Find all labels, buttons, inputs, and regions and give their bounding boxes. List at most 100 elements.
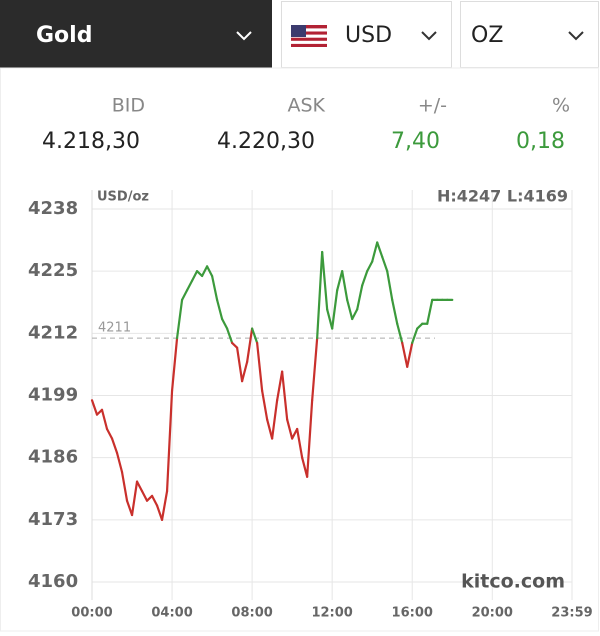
price-segment (220, 317, 229, 330)
x-tick-label: 23:59 (551, 606, 592, 621)
price-segment (426, 298, 434, 325)
price-segment (130, 480, 139, 517)
watermark: kitco.com (461, 571, 565, 593)
price-segment (401, 341, 409, 368)
price-segment (160, 490, 169, 521)
x-tick-label: 08:00 (231, 606, 272, 621)
unit-selector[interactable] (460, 1, 599, 68)
price-segment (381, 255, 389, 273)
price-segment (416, 322, 424, 330)
price-segment (391, 298, 399, 325)
price-segment (155, 504, 164, 521)
y-tick-label: 4225 (28, 260, 78, 281)
price-segment (175, 298, 184, 340)
price-segment (205, 265, 214, 278)
price-segment (411, 327, 419, 344)
price-segment (165, 389, 174, 493)
price-segment (90, 399, 99, 416)
price-segment (351, 308, 359, 321)
price-segment (406, 341, 414, 368)
price-segment (125, 499, 134, 517)
price-segment (366, 260, 374, 273)
price-segment (190, 270, 199, 282)
chevron (236, 31, 252, 41)
quote-header: +/- (418, 95, 447, 117)
price-segment (346, 298, 354, 321)
x-tick-label: 04:00 (151, 606, 192, 621)
unit-label: OZ (471, 23, 503, 48)
quote-value: 0,18 (516, 129, 565, 154)
price-segment (251, 327, 259, 344)
price-segment (271, 399, 279, 440)
price-segment (266, 418, 274, 440)
price-segment (396, 322, 404, 344)
price-segment (376, 241, 384, 258)
chart: 4160 4173 4186 4199 4212 4225 4238 00:00 04:00 08… (28, 187, 593, 621)
price-segment (145, 494, 154, 502)
price-segment (200, 265, 209, 278)
price-segment (170, 337, 179, 392)
price-segment (296, 427, 304, 459)
price-segment (225, 327, 234, 344)
price-segment (140, 490, 149, 502)
price-segment (100, 408, 109, 431)
price-segment (195, 270, 204, 278)
chevron (568, 31, 584, 41)
y-tick-label: 4186 (28, 447, 78, 468)
price-segment (386, 270, 394, 301)
quote-header: BID (112, 95, 145, 117)
price-segment (281, 370, 289, 421)
price-segment (341, 270, 349, 301)
metal-selector[interactable] (0, 0, 272, 68)
price-segment (110, 437, 119, 454)
price-segment (331, 289, 339, 330)
price-segment (180, 289, 189, 301)
currency-label: USD (345, 23, 392, 48)
y-tick-label: 4173 (28, 509, 78, 530)
price-segment (236, 346, 244, 383)
price-segment (246, 327, 254, 364)
price-segment (135, 480, 144, 493)
high-low: H:4247 L:4169 (437, 187, 568, 206)
price-segment (336, 270, 344, 292)
price-segment (361, 270, 369, 287)
y-tick-label: 4160 (28, 571, 78, 592)
price-segment (316, 250, 324, 340)
reference-label: 4211 (98, 321, 131, 336)
x-tick-label: 12:00 (311, 606, 352, 621)
price-segment (261, 389, 269, 421)
price-segment (150, 494, 159, 507)
x-tick-label: 20:00 (472, 606, 513, 621)
price-segment (311, 337, 319, 402)
price-segment (105, 427, 114, 440)
x-tick-label: 16:00 (392, 606, 433, 621)
price-segment (215, 298, 224, 321)
price-segment (230, 341, 239, 349)
y-tick-label: 4238 (28, 198, 78, 219)
chevron (421, 31, 437, 41)
quote-header: ASK (287, 95, 325, 117)
price-segment (371, 241, 379, 263)
price-segment (356, 284, 364, 311)
metal-label: Gold (36, 23, 92, 48)
quote-value: 7,40 (391, 129, 440, 154)
price-segment (286, 418, 294, 440)
price-segment (210, 274, 219, 301)
price-segment (241, 360, 249, 383)
price-segment (326, 308, 334, 330)
x-tick-label: 00:00 (71, 606, 112, 621)
unit-label: USD/oz (97, 190, 149, 205)
price-segment (256, 341, 264, 392)
us-flag (291, 25, 327, 47)
price-segment (120, 470, 129, 502)
y-tick-label: 4212 (28, 322, 78, 343)
price-segment (276, 370, 284, 402)
quote-value: 4.218,30 (42, 129, 140, 154)
quote-header: % (552, 95, 570, 117)
panel (0, 67, 599, 632)
price-segment (321, 250, 329, 311)
price-segment (185, 279, 194, 292)
price-segment (306, 399, 314, 478)
quote-value: 4.220,30 (217, 129, 315, 154)
